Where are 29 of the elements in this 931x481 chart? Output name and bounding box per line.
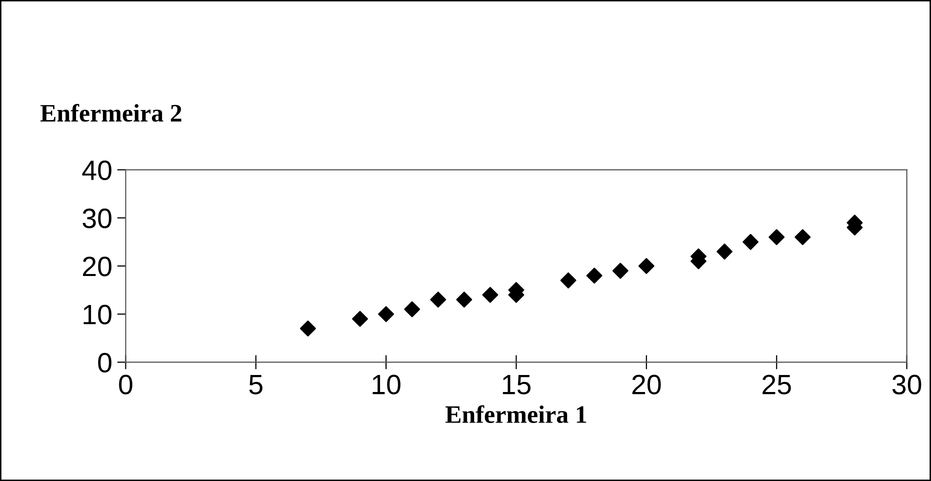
point <box>482 286 498 303</box>
point <box>716 244 733 260</box>
point <box>560 272 576 288</box>
x-tick-label: 0 <box>119 374 132 394</box>
point <box>638 258 654 274</box>
point <box>742 234 759 250</box>
y-tick-label: 20 <box>82 256 112 276</box>
y-tick-label: 30 <box>82 208 112 228</box>
x-tick-label: 30 <box>892 374 922 394</box>
x-tick-label: 10 <box>372 374 400 394</box>
x-axis-title: Enfermeira 1 <box>446 405 586 424</box>
point <box>404 301 420 318</box>
x-tick-label: 20 <box>632 374 661 394</box>
point <box>586 268 602 284</box>
y-tick-label: 0 <box>98 352 112 373</box>
y-axis-title: Enfermeira 2 <box>40 104 182 122</box>
point <box>456 292 472 308</box>
point <box>300 320 316 336</box>
x-tick-label: 15 <box>502 375 531 394</box>
point <box>768 229 785 246</box>
point <box>378 306 394 322</box>
point <box>794 229 811 246</box>
point <box>612 262 628 279</box>
y-tick-label: 40 <box>82 160 112 180</box>
y-tick-label: 10 <box>84 304 112 324</box>
point <box>352 310 368 327</box>
x-tick-label: 25 <box>762 374 791 394</box>
x-tick-label: 5 <box>249 375 262 394</box>
point <box>430 292 446 308</box>
